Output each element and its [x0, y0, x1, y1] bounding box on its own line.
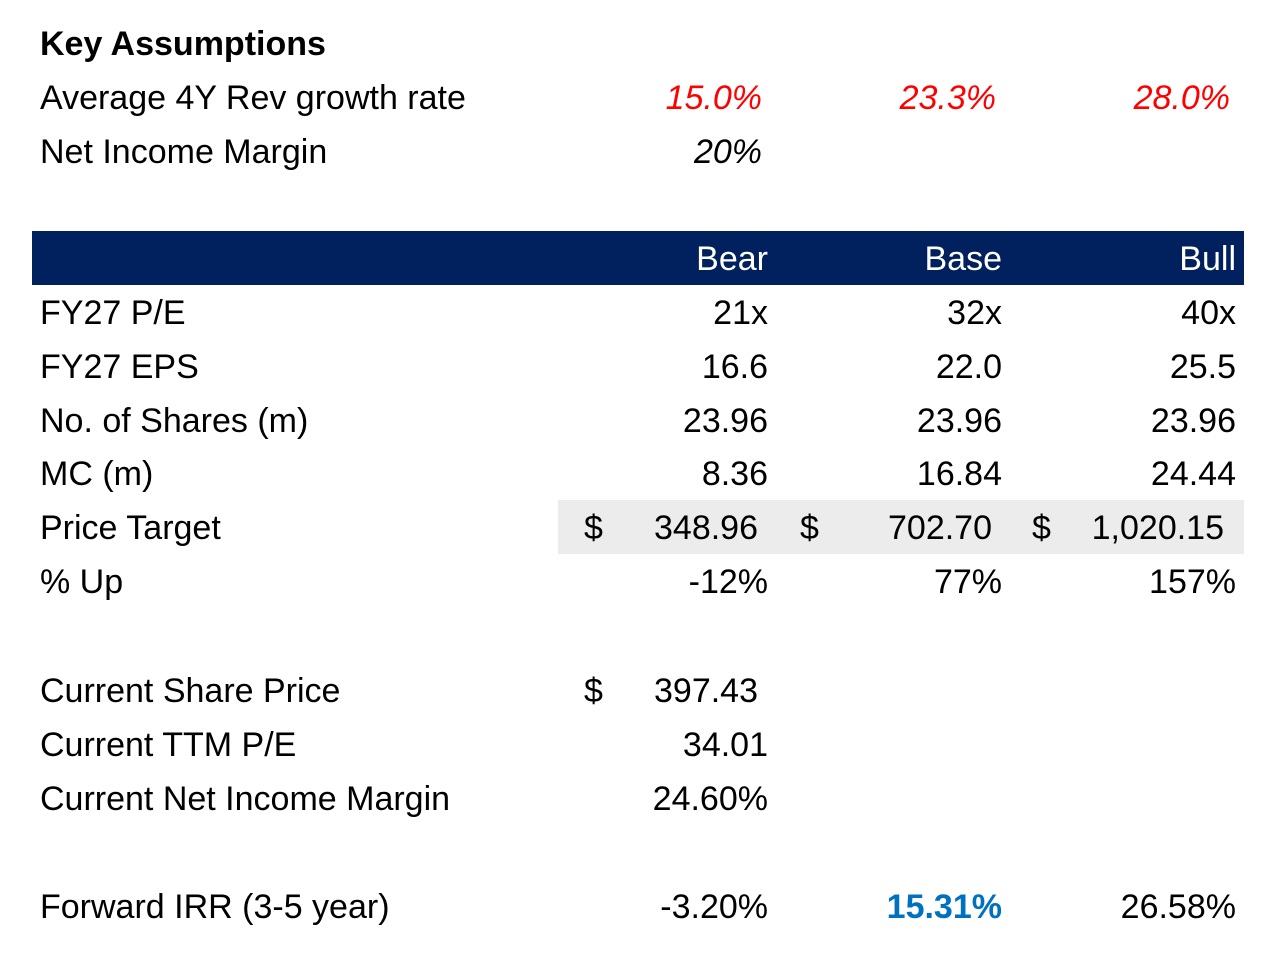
current-ttm-pe-label: Current TTM P/E	[40, 726, 297, 764]
pct-up-bull: 157%	[1149, 563, 1236, 601]
pct-up-row: % Up -12% 77% 157%	[0, 555, 1272, 609]
table-row: MC (m) 8.36 16.84 24.44	[0, 447, 1272, 501]
current-net-income-margin-label: Current Net Income Margin	[40, 780, 451, 818]
table-row: No. of Shares (m) 23.96 23.96 23.96	[0, 394, 1272, 448]
net-income-margin-row: Net Income Margin 20%	[0, 125, 1272, 179]
scenario-header-row: Bear Base Bull	[0, 232, 1272, 286]
price-target-row: Price Target $ 348.96 $ 702.70 $ 1,020.1…	[0, 501, 1272, 555]
net-income-margin-bear: 20%	[693, 133, 762, 171]
price-target-currency-base: $	[800, 509, 819, 547]
rev-growth-base: 23.3%	[899, 79, 996, 117]
rev-growth-bear: 15.0%	[665, 79, 762, 117]
row-bear: 23.96	[682, 402, 768, 440]
current-share-price-currency: $	[584, 672, 603, 710]
price-target-base: 702.70	[888, 509, 992, 547]
pct-up-label: % Up	[40, 563, 124, 601]
price-target-bull: 1,020.15	[1091, 509, 1224, 547]
row-label: FY27 P/E	[40, 294, 186, 332]
current-ttm-pe-value: 34.01	[682, 726, 768, 764]
pct-up-base: 77%	[933, 563, 1002, 601]
table-row: FY27 P/E 21x 32x 40x	[0, 286, 1272, 340]
price-target-currency-bear: $	[584, 509, 603, 547]
current-net-income-margin-row: Current Net Income Margin 24.60%	[0, 772, 1272, 826]
net-income-margin-label: Net Income Margin	[40, 133, 328, 171]
forward-irr-bull: 26.58%	[1120, 888, 1236, 926]
row-label: No. of Shares (m)	[40, 402, 309, 440]
row-label: MC (m)	[40, 455, 154, 493]
current-share-price-row: Current Share Price $ 397.43	[0, 664, 1272, 718]
row-bear: 21x	[713, 294, 768, 332]
rev-growth-row: Average 4Y Rev growth rate 15.0% 23.3% 2…	[0, 71, 1272, 125]
key-assumptions-title: Key Assumptions	[40, 25, 326, 63]
row-base: 32x	[947, 294, 1002, 332]
row-bull: 40x	[1181, 294, 1236, 332]
rev-growth-label: Average 4Y Rev growth rate	[40, 79, 466, 117]
header-base: Base	[924, 240, 1003, 278]
forward-irr-row: Forward IRR (3-5 year) -3.20% 15.31% 26.…	[0, 880, 1272, 934]
table-row: FY27 EPS 16.6 22.0 25.5	[0, 340, 1272, 394]
row-label: FY27 EPS	[40, 348, 199, 386]
row-bull: 25.5	[1169, 348, 1236, 386]
forward-irr-bear: -3.20%	[660, 888, 768, 926]
row-bull: 23.96	[1150, 402, 1236, 440]
header-bull: Bull	[1179, 240, 1236, 278]
row-base: 23.96	[916, 402, 1002, 440]
row-bear: 16.6	[701, 348, 768, 386]
scenario-header-bar	[32, 231, 1244, 285]
pct-up-bear: -12%	[688, 563, 768, 601]
current-share-price-value: 397.43	[654, 672, 758, 710]
row-bull: 24.44	[1150, 455, 1236, 493]
current-ttm-pe-row: Current TTM P/E 34.01	[0, 718, 1272, 772]
price-target-currency-bull: $	[1032, 509, 1051, 547]
forward-irr-label: Forward IRR (3-5 year)	[40, 888, 390, 926]
price-target-bear: 348.96	[654, 509, 758, 547]
row-base: 22.0	[935, 348, 1002, 386]
price-target-highlight	[558, 500, 1244, 554]
price-target-label: Price Target	[40, 509, 221, 547]
forward-irr-base: 15.31%	[886, 888, 1002, 926]
rev-growth-bull: 28.0%	[1133, 79, 1230, 117]
key-assumptions-title-row: Key Assumptions	[0, 17, 1272, 71]
current-share-price-label: Current Share Price	[40, 672, 341, 710]
current-net-income-margin-value: 24.60%	[652, 780, 768, 818]
row-bear: 8.36	[701, 455, 768, 493]
header-bear: Bear	[696, 240, 768, 278]
row-base: 16.84	[916, 455, 1002, 493]
